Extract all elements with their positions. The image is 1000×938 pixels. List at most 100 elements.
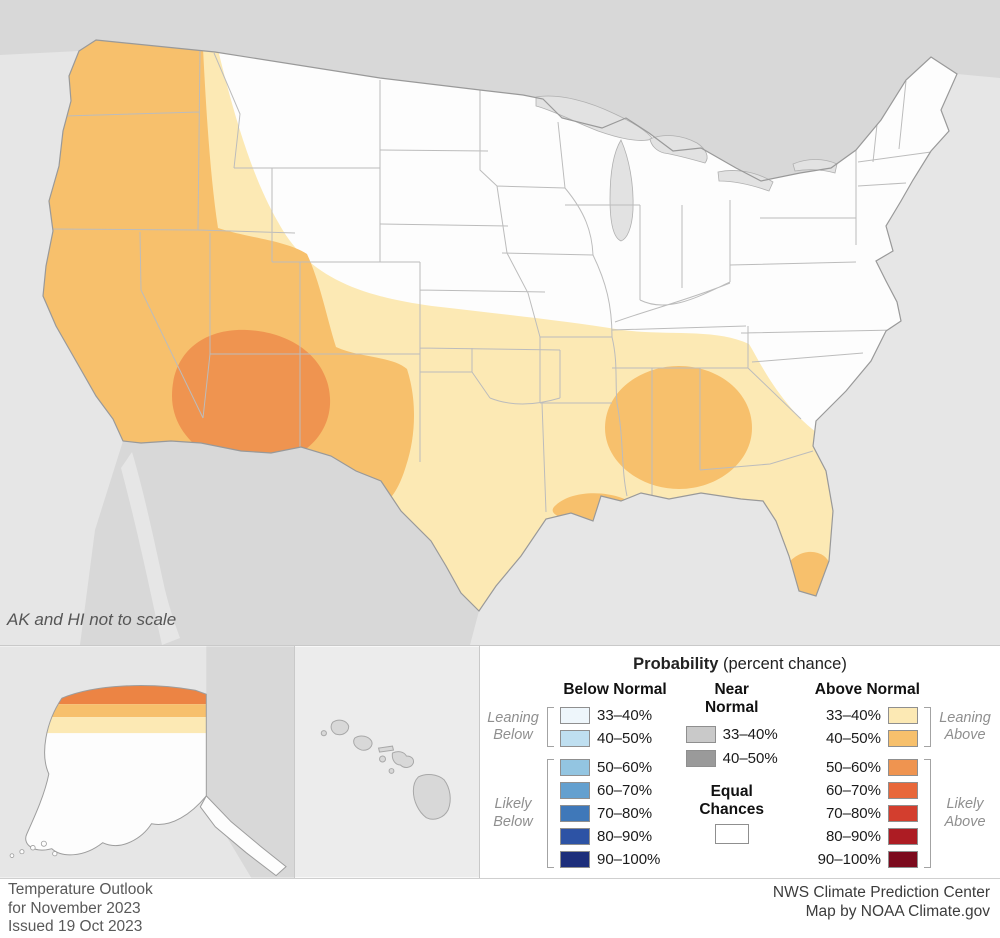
legend-row: 50–60% bbox=[818, 756, 918, 779]
footer-right: NWS Climate Prediction Center Map by NOA… bbox=[773, 883, 990, 921]
aleutian-island bbox=[52, 851, 58, 857]
legend-row: 40–50% bbox=[685, 747, 778, 770]
swatch-above-80-90 bbox=[888, 828, 918, 845]
island-niihau bbox=[320, 730, 327, 737]
legend-row: 50–60% bbox=[560, 756, 660, 779]
swatch-above-90-100 bbox=[888, 851, 918, 868]
legend-row-label: 80–90% bbox=[825, 828, 881, 845]
island-maui bbox=[391, 751, 415, 768]
legend-row-label: 33–40% bbox=[597, 707, 653, 724]
likely-below-bracket bbox=[547, 759, 554, 868]
region-leaning-above-40-50-southeast bbox=[605, 366, 752, 489]
island-lanai bbox=[379, 755, 387, 763]
ak-band-33-40 bbox=[25, 717, 207, 734]
legend-row: 70–80% bbox=[818, 802, 918, 825]
legend-row-label: 90–100% bbox=[817, 851, 881, 868]
legend-title-rest: (percent chance) bbox=[718, 655, 847, 673]
legend-row-label: 70–80% bbox=[825, 805, 881, 822]
us-border bbox=[42, 39, 958, 612]
footer: Temperature Outlook for November 2023 Is… bbox=[0, 878, 1000, 938]
footer-source: NWS Climate Prediction Center bbox=[772, 884, 990, 901]
aleutian-island bbox=[19, 849, 25, 855]
footer-issued: Issued 19 Oct 2023 bbox=[8, 918, 143, 935]
swatch-above-33-40 bbox=[888, 707, 918, 724]
ak-band-40-50 bbox=[25, 704, 207, 718]
legend-row-label: 33–40% bbox=[722, 725, 778, 743]
gulf-of-california bbox=[121, 452, 180, 645]
legend-row-label: 70–80% bbox=[597, 805, 653, 822]
likely-below-group: Likely Below 50–60% 60–70% 70–80% 80–90%… bbox=[484, 756, 680, 871]
swatch-below-50-60 bbox=[560, 759, 590, 776]
canada-landmass bbox=[0, 0, 1000, 181]
legend-row: 33–40% bbox=[560, 704, 652, 727]
alaska-inset-svg bbox=[0, 646, 294, 878]
legend-row: 60–70% bbox=[818, 779, 918, 802]
legend-near-normal-column: Near Normal 33–40% 40–50% Equal Chances bbox=[680, 681, 783, 871]
above-normal-header: Above Normal bbox=[814, 681, 920, 698]
island-oahu bbox=[353, 735, 373, 751]
swatch-above-40-50 bbox=[888, 730, 918, 747]
noaa-logo: NOAA bbox=[945, 586, 986, 627]
legend-row-label: 60–70% bbox=[597, 782, 653, 799]
below-normal-header: Below Normal bbox=[563, 681, 667, 698]
hawaiian-islands bbox=[320, 719, 451, 820]
legend-row: 80–90% bbox=[818, 825, 918, 848]
leaning-below-group: Leaning Below 33–40% 40–50% bbox=[484, 704, 680, 750]
legend-row: 80–90% bbox=[560, 825, 660, 848]
equal-chances-header: Equal Chances bbox=[699, 782, 764, 818]
great-lakes bbox=[535, 95, 838, 242]
near-normal-header: Near Normal bbox=[704, 681, 759, 717]
conus-map: AK and HI not to scale NOAA bbox=[0, 0, 1000, 645]
aleutian-island bbox=[30, 845, 36, 851]
aleutian-island bbox=[40, 840, 47, 847]
leaning-above-bracket bbox=[924, 707, 931, 747]
legend-row: 60–70% bbox=[560, 779, 660, 802]
lake-erie bbox=[717, 170, 774, 192]
island-kahoolawe bbox=[388, 768, 395, 774]
swatch-near-33-40 bbox=[685, 725, 716, 743]
swatch-above-70-80 bbox=[888, 805, 918, 822]
leaning-below-label: Leaning Below bbox=[487, 709, 539, 743]
swatch-below-60-70 bbox=[560, 782, 590, 799]
swatch-below-90-100 bbox=[560, 851, 590, 868]
legend-row: 90–100% bbox=[818, 848, 918, 871]
aleutian-island bbox=[9, 853, 15, 858]
likely-above-label: Likely Above bbox=[944, 796, 986, 830]
swatch-below-80-90 bbox=[560, 828, 590, 845]
hawaii-inset bbox=[295, 645, 480, 878]
legend-row: 70–80% bbox=[560, 802, 660, 825]
legend-row-label: 40–50% bbox=[825, 730, 881, 747]
lake-michigan bbox=[609, 139, 634, 242]
region-likely-above-50-60-southwest bbox=[172, 329, 331, 467]
footer-title: Temperature Outlook bbox=[8, 881, 153, 898]
legend-row-label: 33–40% bbox=[825, 707, 881, 724]
hawaii-inset-svg bbox=[295, 646, 479, 878]
lake-ontario bbox=[792, 159, 838, 174]
legend-row-label: 40–50% bbox=[722, 749, 778, 767]
lake-huron bbox=[649, 135, 708, 164]
leaning-above-group: 33–40% 40–50% Leaning Above bbox=[783, 704, 994, 750]
swatch-below-40-50 bbox=[560, 730, 590, 747]
island-kauai bbox=[330, 719, 350, 736]
alaska-inset bbox=[0, 645, 295, 878]
ak-panhandle bbox=[199, 795, 287, 877]
legend-row-label: 80–90% bbox=[597, 828, 653, 845]
likely-above-bracket bbox=[924, 759, 931, 868]
legend-row: 90–100% bbox=[560, 848, 660, 871]
footer-credit: Map by NOAA Climate.gov bbox=[805, 903, 990, 920]
leaning-below-bracket bbox=[547, 707, 554, 747]
legend-title-bold: Probability bbox=[633, 655, 719, 673]
conus-map-svg bbox=[0, 0, 1000, 645]
legend-row-label: 60–70% bbox=[825, 782, 881, 799]
legend-row: 33–40% bbox=[685, 723, 778, 746]
swatch-below-33-40 bbox=[560, 707, 590, 724]
swatch-below-70-80 bbox=[560, 805, 590, 822]
swatch-near-40-50 bbox=[685, 749, 716, 767]
hi-ocean bbox=[295, 646, 479, 878]
aleutian-islands bbox=[9, 840, 58, 858]
island-hawaii bbox=[412, 774, 451, 820]
legend-row-label: 50–60% bbox=[825, 759, 881, 776]
legend-row-label: 40–50% bbox=[597, 730, 653, 747]
footer-left: Temperature Outlook for November 2023 Is… bbox=[8, 881, 153, 937]
